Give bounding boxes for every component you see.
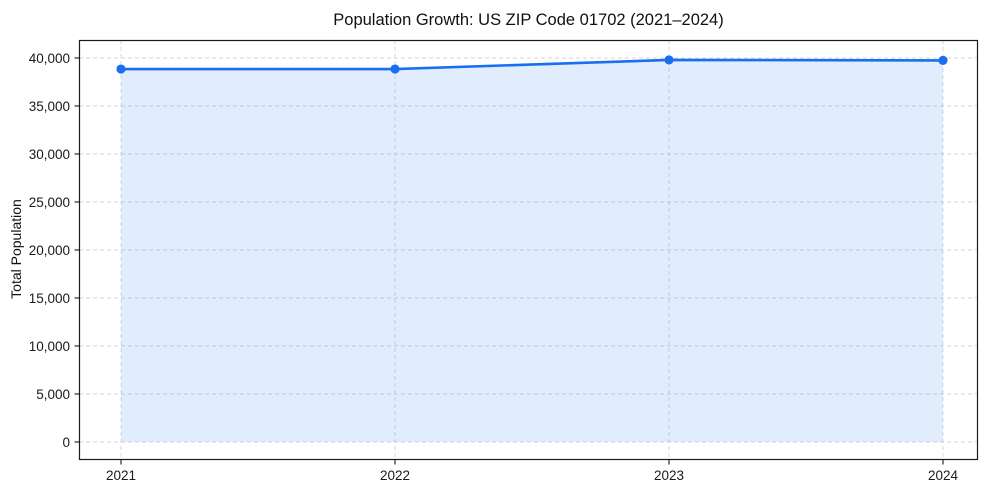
data-point-marker: [116, 64, 126, 74]
y-tick-label: 20,000: [29, 243, 70, 258]
series-area: [121, 59, 943, 443]
y-tick-label: 40,000: [29, 51, 70, 66]
y-tick-label: 35,000: [29, 99, 70, 114]
y-tick-label: 15,000: [29, 291, 70, 306]
x-tick-label: 2022: [380, 468, 410, 483]
data-point-marker: [390, 64, 400, 74]
data-point-marker: [664, 55, 674, 65]
series-line: [119, 58, 945, 71]
x-tick-label: 2024: [928, 468, 959, 483]
y-tick-label: 25,000: [29, 195, 70, 210]
chart-title: Population Growth: US ZIP Code 01702 (20…: [333, 11, 724, 29]
y-tick-label: 10,000: [29, 339, 70, 354]
y-tick-label: 5,000: [36, 387, 70, 402]
y-tick-label: 30,000: [29, 147, 70, 162]
plot-border: [78, 39, 979, 461]
x-tick-label: 2023: [654, 468, 684, 483]
data-point-marker: [938, 55, 948, 65]
x-tick-label: 2021: [106, 468, 136, 483]
y-tick-label: 0: [62, 435, 70, 450]
